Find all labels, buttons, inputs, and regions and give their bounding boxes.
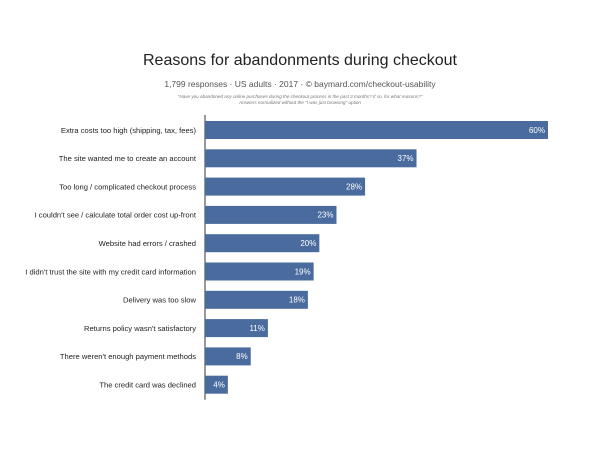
- category-label: Delivery was too slow: [123, 296, 197, 305]
- survey-question-line: "Have you abandoned any online purchases…: [177, 94, 423, 99]
- bar: [205, 177, 366, 196]
- value-label: 23%: [317, 211, 333, 220]
- value-label: 20%: [300, 239, 316, 248]
- survey-question: "Have you abandoned any online purchases…: [0, 94, 600, 106]
- bar: [205, 234, 320, 253]
- bar: [205, 121, 548, 139]
- category-label: I didn't trust the site with my credit c…: [25, 267, 196, 276]
- chart-title: Reasons for abandonments during checkout: [143, 52, 457, 69]
- bar: [205, 149, 417, 168]
- bar: [205, 375, 228, 394]
- category-label: The site wanted me to create an account: [59, 154, 197, 163]
- category-label: The credit card was declined: [99, 381, 196, 390]
- value-label: 8%: [236, 352, 248, 361]
- value-label: 18%: [289, 296, 305, 305]
- bar: [205, 347, 251, 366]
- value-label: 28%: [346, 182, 362, 191]
- bar: [205, 262, 314, 281]
- bar: [205, 205, 337, 224]
- survey-note-line: Answers normalized without the "I was ju…: [239, 100, 361, 105]
- value-label: 60%: [529, 126, 545, 135]
- bar: [205, 290, 308, 309]
- value-label: 19%: [295, 267, 311, 276]
- category-label: There weren't enough payment methods: [60, 352, 196, 361]
- bar: [205, 319, 268, 338]
- value-label: 4%: [213, 381, 225, 390]
- category-label: I couldn't see / calculate total order c…: [35, 211, 197, 220]
- chart-subtitle: 1,799 responses · US adults · 2017 · © b…: [164, 79, 436, 89]
- value-label: 11%: [249, 324, 264, 333]
- category-label: Website had errors / crashed: [99, 239, 196, 248]
- category-label: Extra costs too high (shipping, tax, fee…: [61, 126, 197, 135]
- category-label: Returns policy wasn't satisfactory: [84, 324, 196, 333]
- category-label: Too long / complicated checkout process: [59, 182, 196, 191]
- value-label: 37%: [398, 154, 414, 163]
